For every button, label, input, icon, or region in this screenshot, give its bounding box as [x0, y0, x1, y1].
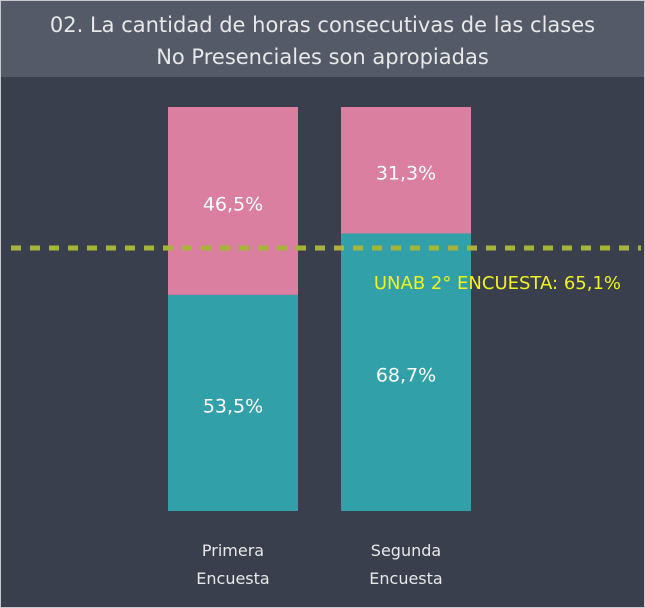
- data-label: 31,3%: [376, 163, 436, 185]
- bar-segment: [168, 294, 298, 511]
- data-label: 53,5%: [203, 395, 263, 417]
- bar-segment: [168, 107, 298, 295]
- data-label: 68,7%: [376, 365, 436, 387]
- bar-segment: [341, 107, 471, 234]
- reference-label: UNAB 2° ENCUESTA: 65,1%: [374, 273, 621, 294]
- x-tick-label: Primera Encuesta: [196, 541, 270, 588]
- x-tick-label: Segunda Encuesta: [369, 541, 443, 588]
- chart-title: 02. La cantidad de horas consecutivas de…: [1, 1, 644, 77]
- bar-segment: [341, 233, 471, 511]
- data-label: 46,5%: [203, 193, 263, 215]
